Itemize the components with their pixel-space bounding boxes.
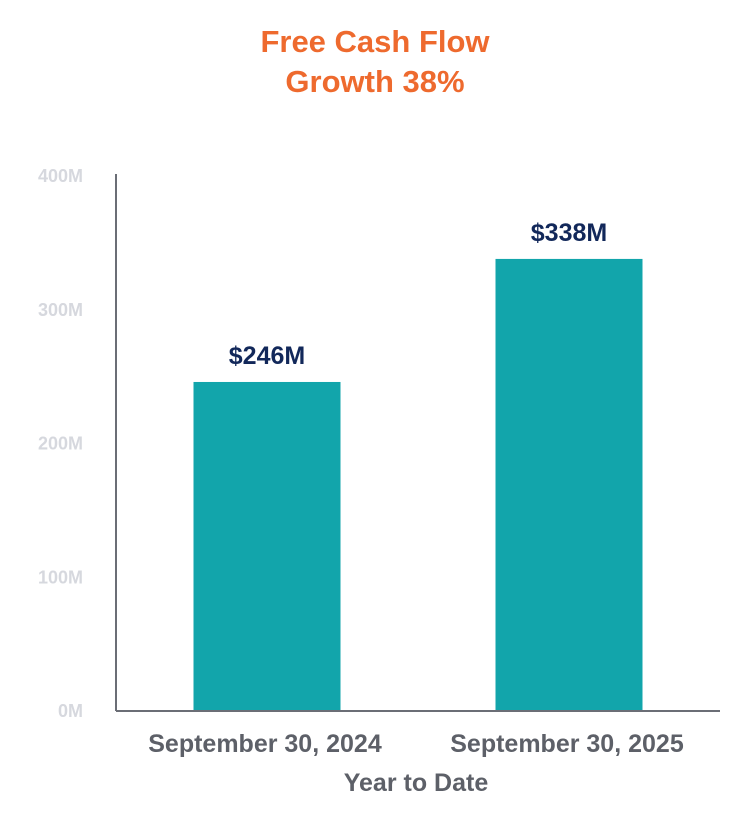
y-tick-label: 0M bbox=[58, 701, 83, 721]
bar-data-label: $338M bbox=[531, 219, 607, 247]
x-axis-category-labels: September 30, 2024 September 30, 2025 bbox=[148, 730, 684, 758]
y-tick-label: 100M bbox=[38, 567, 83, 587]
y-tick-label: 300M bbox=[38, 300, 83, 320]
bar-data-label: $246M bbox=[229, 342, 305, 370]
x-category-label: September 30, 2024 bbox=[148, 730, 382, 758]
y-tick-label: 200M bbox=[38, 434, 83, 454]
bar bbox=[495, 258, 643, 711]
data-labels: $246M $338M bbox=[229, 219, 607, 370]
x-category-label: September 30, 2025 bbox=[450, 730, 684, 758]
chart-title-line2: Growth 38% bbox=[285, 64, 465, 99]
chart-title: Free Cash Flow Growth 38% bbox=[0, 22, 750, 102]
bars bbox=[193, 258, 643, 711]
bar bbox=[193, 381, 341, 711]
chart-title-line1: Free Cash Flow bbox=[260, 24, 490, 59]
x-axis-title: Year to Date bbox=[344, 769, 489, 797]
y-axis-ticks: 0M 100M 200M 300M 400M bbox=[38, 166, 83, 721]
y-tick-label: 400M bbox=[38, 166, 83, 186]
